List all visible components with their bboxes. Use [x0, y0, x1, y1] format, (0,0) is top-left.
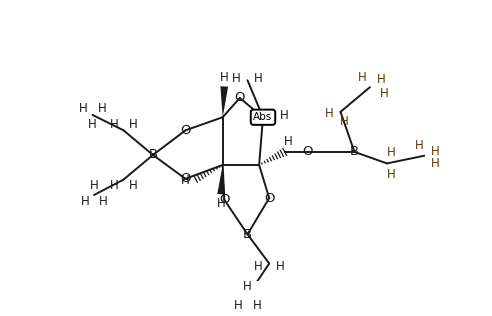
- Text: H: H: [254, 260, 263, 273]
- Text: O: O: [235, 91, 245, 105]
- Text: H: H: [232, 72, 241, 85]
- Text: O: O: [219, 193, 229, 206]
- Text: H: H: [280, 109, 289, 122]
- Polygon shape: [220, 86, 228, 117]
- Text: H: H: [220, 71, 229, 84]
- Text: H: H: [243, 280, 252, 293]
- Text: O: O: [303, 145, 313, 158]
- Text: B: B: [149, 149, 157, 161]
- Text: H: H: [252, 299, 261, 312]
- Text: H: H: [80, 195, 89, 208]
- Text: B: B: [243, 228, 252, 241]
- Text: H: H: [234, 299, 243, 312]
- Text: B: B: [350, 145, 359, 158]
- Text: H: H: [99, 195, 108, 208]
- Text: H: H: [376, 73, 385, 86]
- Text: H: H: [325, 107, 334, 120]
- Text: H: H: [379, 87, 388, 100]
- Text: O: O: [180, 172, 191, 185]
- Text: Abs: Abs: [253, 112, 273, 122]
- Polygon shape: [217, 165, 225, 194]
- Text: H: H: [430, 145, 439, 158]
- Text: H: H: [430, 157, 439, 170]
- Text: H: H: [110, 179, 119, 192]
- Text: O: O: [180, 124, 191, 137]
- Text: O: O: [264, 191, 275, 204]
- Text: H: H: [387, 168, 395, 181]
- Text: H: H: [276, 260, 284, 273]
- Text: H: H: [254, 72, 263, 85]
- Text: H: H: [387, 146, 395, 159]
- Text: H: H: [97, 102, 106, 115]
- Text: H: H: [283, 135, 292, 148]
- Text: H: H: [90, 179, 98, 192]
- Text: H: H: [340, 115, 349, 128]
- Text: H: H: [79, 102, 88, 115]
- Text: H: H: [181, 174, 190, 187]
- Text: H: H: [217, 197, 225, 210]
- Text: H: H: [415, 139, 424, 152]
- Text: H: H: [128, 118, 137, 131]
- Text: H: H: [110, 118, 119, 131]
- Text: H: H: [88, 118, 97, 131]
- Text: H: H: [358, 71, 367, 84]
- Text: H: H: [128, 179, 137, 192]
